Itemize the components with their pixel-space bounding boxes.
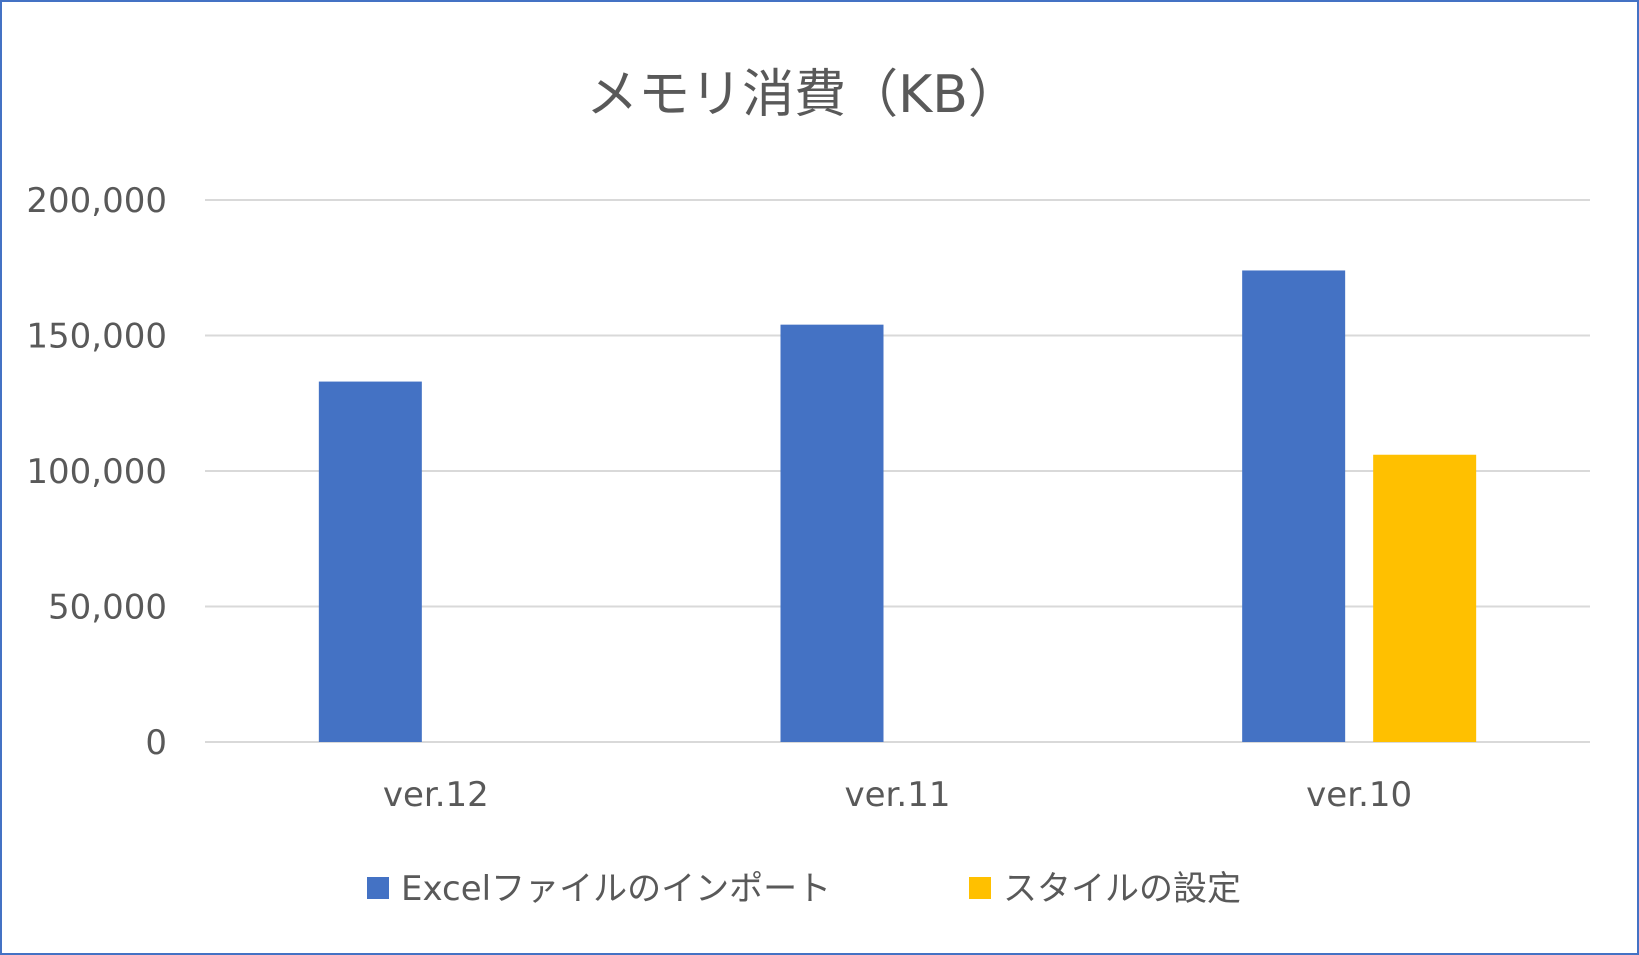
bar-ver-10-series-2 xyxy=(1373,454,1477,742)
y-tick-label: 150,000 xyxy=(26,317,167,357)
legend-label-1: Excelファイルのインポート xyxy=(401,869,831,909)
y-tick-label: 50,000 xyxy=(48,588,167,628)
bar-ver-10-series-1 xyxy=(1242,270,1346,742)
bar-ver-11-series-1 xyxy=(780,324,884,742)
y-axis-ticks: 0 50,000 100,000 150,000 200,000 xyxy=(26,181,167,763)
bars xyxy=(318,270,1477,742)
x-tick-label: ver.10 xyxy=(1306,775,1412,815)
x-tick-label: ver.11 xyxy=(845,775,951,815)
legend: Excelファイルのインポート スタイルの設定 xyxy=(367,869,1241,909)
x-tick-label: ver.12 xyxy=(383,775,489,815)
y-tick-label: 100,000 xyxy=(26,452,167,492)
chart-title: メモリ消費（KB） xyxy=(586,65,1020,125)
bar-ver-12-series-1 xyxy=(318,381,422,742)
x-axis-ticks: ver.12 ver.11 ver.10 xyxy=(383,775,1412,815)
gridlines xyxy=(205,199,1590,743)
y-tick-label: 0 xyxy=(145,723,167,763)
legend-label-2: スタイルの設定 xyxy=(1003,869,1241,909)
y-tick-label: 200,000 xyxy=(26,181,167,221)
legend-swatch-1 xyxy=(367,877,389,899)
legend-swatch-2 xyxy=(969,877,991,899)
